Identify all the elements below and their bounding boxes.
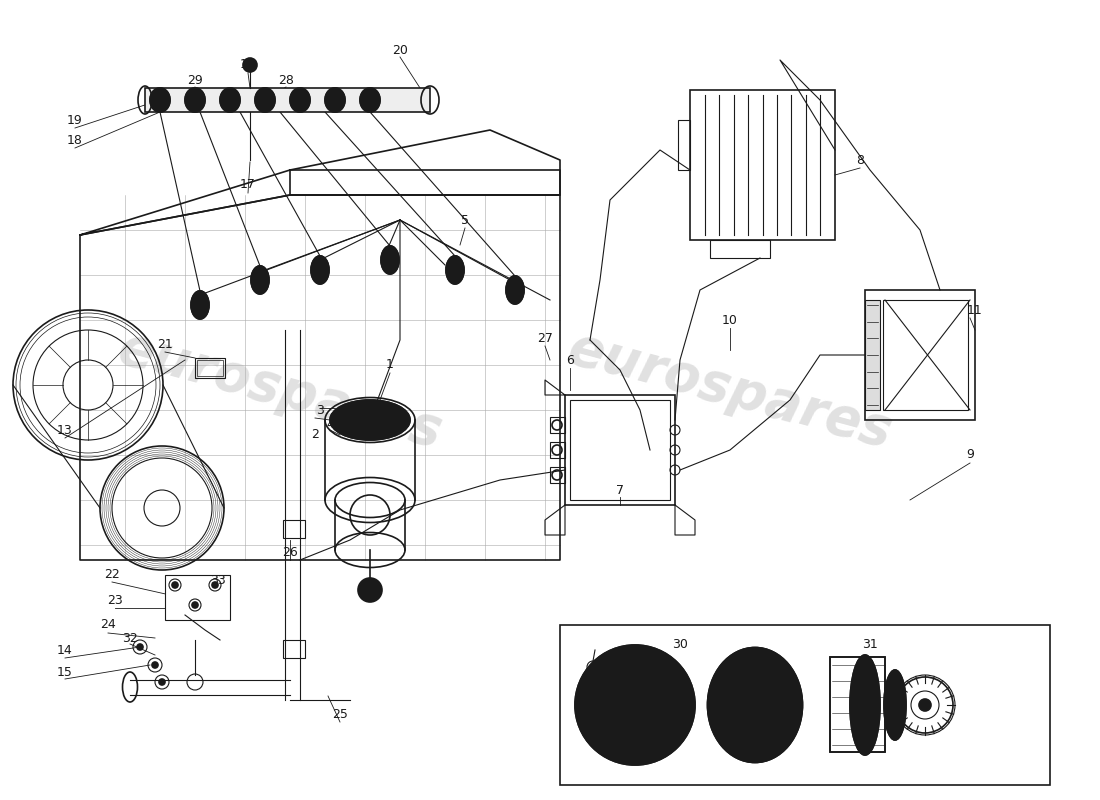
- Text: 30: 30: [672, 638, 688, 651]
- Bar: [283, 640, 305, 658]
- Circle shape: [747, 697, 763, 713]
- Ellipse shape: [850, 655, 880, 755]
- Ellipse shape: [884, 670, 906, 740]
- Bar: [550, 442, 565, 458]
- Text: 27: 27: [537, 331, 553, 345]
- Text: 5: 5: [461, 214, 469, 226]
- Bar: [865, 300, 880, 410]
- Text: 28: 28: [278, 74, 294, 86]
- Ellipse shape: [251, 266, 270, 294]
- Text: 6: 6: [566, 354, 574, 366]
- Circle shape: [160, 679, 165, 685]
- Circle shape: [358, 578, 382, 602]
- Circle shape: [887, 697, 903, 713]
- Ellipse shape: [185, 88, 205, 112]
- Ellipse shape: [381, 246, 399, 274]
- Text: 9: 9: [966, 449, 974, 462]
- Text: eurospares: eurospares: [112, 322, 448, 458]
- Bar: [678, 120, 690, 170]
- Bar: [690, 90, 835, 240]
- Text: 32: 32: [122, 631, 138, 645]
- Ellipse shape: [360, 88, 379, 112]
- Circle shape: [629, 653, 648, 671]
- Text: 14: 14: [57, 643, 73, 657]
- Text: 15: 15: [57, 666, 73, 678]
- Text: 22: 22: [104, 569, 120, 582]
- Ellipse shape: [191, 291, 209, 319]
- Text: 24: 24: [100, 618, 116, 631]
- Ellipse shape: [311, 256, 329, 284]
- Circle shape: [243, 58, 257, 72]
- Ellipse shape: [330, 400, 410, 440]
- Text: 2: 2: [311, 429, 319, 442]
- Text: 25: 25: [332, 709, 348, 722]
- Text: 18: 18: [67, 134, 82, 146]
- Text: 33: 33: [210, 574, 225, 586]
- Bar: [565, 395, 675, 505]
- Text: 1: 1: [386, 358, 394, 371]
- Circle shape: [192, 602, 198, 608]
- Bar: [283, 520, 305, 538]
- Text: 7: 7: [616, 483, 624, 497]
- Bar: [550, 417, 565, 433]
- Ellipse shape: [150, 88, 170, 112]
- Text: 12: 12: [672, 709, 688, 722]
- Circle shape: [584, 707, 603, 725]
- Bar: [830, 657, 886, 752]
- Text: 10: 10: [722, 314, 738, 326]
- Bar: [710, 240, 770, 258]
- Bar: [560, 625, 1050, 785]
- Bar: [830, 657, 886, 752]
- Bar: [197, 360, 223, 376]
- Circle shape: [212, 582, 218, 588]
- Text: 19: 19: [67, 114, 82, 126]
- Bar: [570, 400, 670, 500]
- Circle shape: [593, 668, 612, 686]
- Ellipse shape: [506, 276, 524, 304]
- Circle shape: [172, 582, 178, 588]
- Bar: [550, 467, 565, 483]
- Ellipse shape: [290, 88, 310, 112]
- Circle shape: [575, 645, 695, 765]
- Ellipse shape: [446, 256, 464, 284]
- Circle shape: [651, 731, 669, 750]
- Circle shape: [152, 662, 158, 668]
- Text: eurospares: eurospares: [562, 322, 898, 458]
- Text: 3: 3: [316, 403, 323, 417]
- Ellipse shape: [220, 88, 240, 112]
- Text: 20: 20: [392, 43, 408, 57]
- Circle shape: [612, 737, 629, 754]
- Ellipse shape: [255, 88, 275, 112]
- Text: 17: 17: [240, 178, 256, 191]
- Text: 13: 13: [57, 423, 73, 437]
- Bar: [145, 88, 430, 112]
- Bar: [195, 358, 226, 378]
- Text: 26: 26: [282, 546, 298, 559]
- Ellipse shape: [707, 647, 803, 762]
- Text: 11: 11: [967, 303, 983, 317]
- Text: 4: 4: [326, 418, 334, 431]
- Bar: [865, 290, 975, 420]
- Circle shape: [669, 696, 688, 714]
- Circle shape: [918, 699, 931, 711]
- Text: 31: 31: [862, 638, 878, 651]
- Text: 29: 29: [187, 74, 202, 86]
- Text: 16: 16: [240, 58, 256, 71]
- Text: 8: 8: [856, 154, 864, 166]
- Text: 23: 23: [107, 594, 123, 606]
- Bar: [165, 575, 230, 620]
- Bar: [883, 300, 968, 410]
- Circle shape: [138, 644, 143, 650]
- Ellipse shape: [324, 88, 345, 112]
- Circle shape: [860, 700, 870, 710]
- Text: 21: 21: [157, 338, 173, 351]
